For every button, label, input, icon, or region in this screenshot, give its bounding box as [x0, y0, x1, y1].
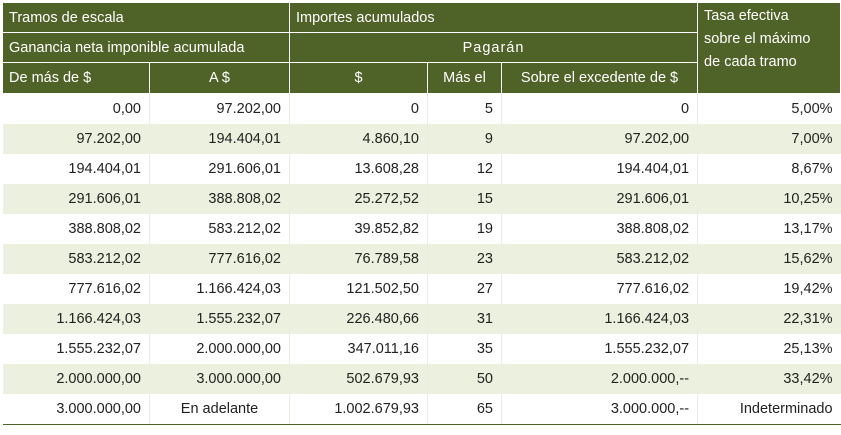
cell-tasa: 7,00%: [697, 124, 841, 154]
cell-pesos: 226.480,66: [289, 304, 428, 334]
cell-de-mas: 194.404,01: [2, 154, 150, 184]
cell-mas-el: 19: [427, 214, 502, 244]
header-tramos: Tramos de escala: [2, 2, 290, 33]
header-tasa: Tasa efectiva sobre el máximo de cada tr…: [697, 2, 841, 94]
cell-a: 388.808,02: [149, 184, 290, 214]
cell-pesos: 347.011,16: [289, 334, 428, 364]
table-body: 0,00 97.202,00 0 5 0 5,00% 97.202,00 194…: [2, 93, 841, 425]
cell-mas-el: 12: [427, 154, 502, 184]
cell-mas-el: 23: [427, 244, 502, 274]
cell-excedente: 1.555.232,07: [500, 334, 698, 364]
cell-de-mas: 1.166.424,03: [2, 304, 150, 334]
cell-a: 2.000.000,00: [149, 334, 290, 364]
cell-tasa: 22,31%: [697, 304, 841, 334]
cell-excedente: 777.616,02: [500, 274, 698, 304]
cell-mas-el: 65: [427, 394, 502, 425]
table-row: 2.000.000,00 3.000.000,00 502.679,93 50 …: [2, 364, 841, 394]
cell-tasa: Indeterminado: [697, 394, 841, 425]
cell-de-mas: 583.212,02: [2, 244, 150, 274]
table-row: 388.808,02 583.212,02 39.852,82 19 388.8…: [2, 214, 841, 244]
cell-pesos: 39.852,82: [289, 214, 428, 244]
cell-tasa: 13,17%: [697, 214, 841, 244]
cell-pesos: 1.002.679,93: [289, 394, 428, 425]
cell-pesos: 13.608,28: [289, 154, 428, 184]
cell-a: 1.166.424,03: [149, 274, 290, 304]
cell-tasa: 10,25%: [697, 184, 841, 214]
header-tasa-line1: Tasa efectiva: [704, 8, 789, 24]
cell-pesos: 25.272,52: [289, 184, 428, 214]
cell-a: 291.606,01: [149, 154, 290, 184]
header-pagaran: Pagarán: [288, 32, 699, 63]
cell-pesos: 0: [289, 93, 428, 124]
cell-tasa: 5,00%: [697, 93, 841, 124]
cell-pesos: 121.502,50: [289, 274, 428, 304]
cell-mas-el: 15: [427, 184, 502, 214]
cell-excedente: 3.000.000,--: [500, 394, 698, 425]
table-row: 1.555.232,07 2.000.000,00 347.011,16 35 …: [2, 334, 841, 364]
cell-excedente: 1.166.424,03: [500, 304, 698, 334]
cell-excedente: 0: [500, 93, 698, 124]
cell-de-mas: 97.202,00: [2, 124, 150, 154]
cell-mas-el: 9: [427, 124, 502, 154]
cell-tasa: 19,42%: [697, 274, 841, 304]
cell-excedente: 2.000.000,--: [500, 364, 698, 394]
tax-scale-table: Tramos de escala Importes acumulados Tas…: [2, 2, 841, 425]
table-row: 291.606,01 388.808,02 25.272,52 15 291.6…: [2, 184, 841, 214]
cell-de-mas: 777.616,02: [2, 274, 150, 304]
col-header-de-mas: De más de $: [2, 62, 150, 94]
table-row: 194.404,01 291.606,01 13.608,28 12 194.4…: [2, 154, 841, 184]
table-header: Tramos de escala Importes acumulados Tas…: [2, 2, 841, 94]
cell-mas-el: 27: [427, 274, 502, 304]
cell-excedente: 583.212,02: [500, 244, 698, 274]
cell-de-mas: 291.606,01: [2, 184, 150, 214]
cell-tasa: 33,42%: [697, 364, 841, 394]
cell-a: 583.212,02: [149, 214, 290, 244]
cell-mas-el: 35: [427, 334, 502, 364]
table-row: 583.212,02 777.616,02 76.789,58 23 583.2…: [2, 244, 841, 274]
header-tasa-line3: de cada tramo: [704, 54, 797, 70]
header-row-1: Tramos de escala Importes acumulados Tas…: [2, 2, 841, 94]
cell-pesos: 502.679,93: [289, 364, 428, 394]
table-row: 3.000.000,00 En adelante 1.002.679,93 65…: [2, 394, 841, 425]
cell-excedente: 291.606,01: [500, 184, 698, 214]
cell-excedente: 388.808,02: [500, 214, 698, 244]
cell-de-mas: 2.000.000,00: [2, 364, 150, 394]
header-row-2: Ganancia neta imponible acumulada Pagará…: [2, 32, 841, 63]
cell-pesos: 4.860,10: [289, 124, 428, 154]
header-ganancia: Ganancia neta imponible acumulada: [2, 32, 290, 63]
cell-de-mas: 1.555.232,07: [2, 334, 150, 364]
cell-excedente: 194.404,01: [500, 154, 698, 184]
cell-de-mas: 0,00: [2, 93, 150, 124]
cell-de-mas: 388.808,02: [2, 214, 150, 244]
col-header-mas-el: Más el: [427, 62, 502, 94]
col-header-excedente: Sobre el excedente de $: [500, 62, 699, 94]
cell-mas-el: 31: [427, 304, 502, 334]
cell-de-mas: 3.000.000,00: [2, 394, 150, 425]
cell-a: En adelante: [149, 394, 290, 425]
cell-a: 3.000.000,00: [149, 364, 290, 394]
cell-a: 97.202,00: [149, 93, 290, 124]
col-header-pesos: $: [289, 62, 428, 94]
cell-a: 777.616,02: [149, 244, 290, 274]
cell-tasa: 15,62%: [697, 244, 841, 274]
header-tasa-line2: sobre el máximo: [704, 31, 811, 47]
cell-a: 1.555.232,07: [149, 304, 290, 334]
header-importes: Importes acumulados: [288, 2, 699, 33]
table-row: 1.166.424,03 1.555.232,07 226.480,66 31 …: [2, 304, 841, 334]
cell-tasa: 25,13%: [697, 334, 841, 364]
table-row: 97.202,00 194.404,01 4.860,10 9 97.202,0…: [2, 124, 841, 154]
table-row: 777.616,02 1.166.424,03 121.502,50 27 77…: [2, 274, 841, 304]
header-row-3: De más de $ A $ $ Más el Sobre el excede…: [2, 62, 841, 94]
cell-mas-el: 5: [427, 93, 502, 124]
table-row: 0,00 97.202,00 0 5 0 5,00%: [2, 93, 841, 124]
col-header-a: A $: [149, 62, 290, 94]
cell-pesos: 76.789,58: [289, 244, 428, 274]
cell-excedente: 97.202,00: [500, 124, 698, 154]
cell-a: 194.404,01: [149, 124, 290, 154]
cell-mas-el: 50: [427, 364, 502, 394]
cell-tasa: 8,67%: [697, 154, 841, 184]
